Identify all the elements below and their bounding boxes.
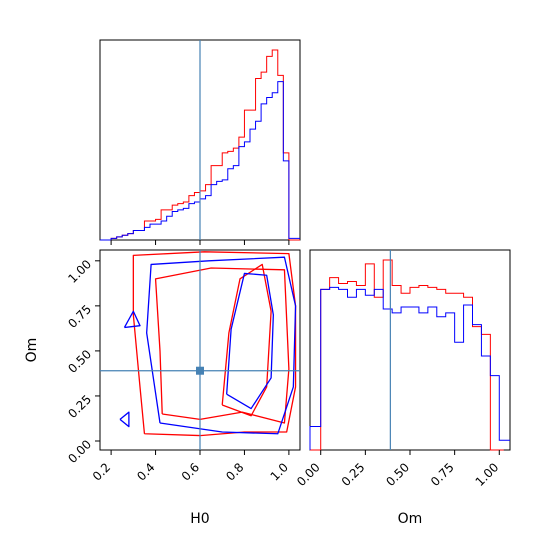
om-hist-x-tick-label: 0.00: [294, 460, 323, 489]
truth-marker: [196, 366, 204, 375]
om-hist-blue-step-series: [309, 286, 510, 450]
x-axis-label-h0: H0: [190, 511, 209, 527]
contour-x-tick-label: 0.2: [90, 460, 113, 483]
contour-y-tick-label: 1.00: [65, 257, 94, 286]
x-axis-label-om: Om: [398, 511, 423, 527]
contour-x-tick-label: 0.8: [223, 460, 246, 483]
contour-y-tick-label: 0.50: [65, 347, 94, 376]
om-hist-x-tick-label: 0.25: [339, 460, 368, 489]
contour-red-1: [154, 267, 290, 424]
h0-hist-blue-step-series: [100, 81, 300, 241]
om-hist-red-step-series: [310, 259, 504, 451]
h0-histogram-panel: [99, 39, 301, 245]
contour-y-tick-label: 0.25: [65, 392, 94, 421]
om-histogram-panel: 0.00 0.25 0.50 0.75 1.00: [294, 249, 511, 489]
om-hist-x-tick-label: 1.00: [473, 460, 502, 489]
contour-blue-4: [226, 272, 274, 410]
contour-y-tick-label: 0.00: [65, 437, 94, 466]
om-histogram-frame: [309, 249, 511, 451]
contour-x-tick-label: 0.4: [134, 460, 157, 483]
y-axis-label-om: Om: [24, 338, 40, 363]
contour-red-2: [221, 263, 272, 417]
contour-y-tick-label: 0.75: [65, 302, 94, 331]
contour-blue-5: [119, 411, 130, 428]
contour-x-tick-label: 0.6: [179, 460, 202, 483]
om-hist-x-tick-label: 0.75: [428, 460, 457, 489]
om-hist-x-tick-label: 0.50: [383, 460, 412, 489]
contour-blue-3: [146, 256, 297, 435]
contour-x-tick-label: 1.0: [268, 460, 291, 483]
contour-blue-6: [123, 310, 141, 329]
h0-om-contour-panel: 0.2 0.4 0.6 0.8 1.0 0.00 0.25 0.50 0.75 1.00: [65, 249, 301, 484]
